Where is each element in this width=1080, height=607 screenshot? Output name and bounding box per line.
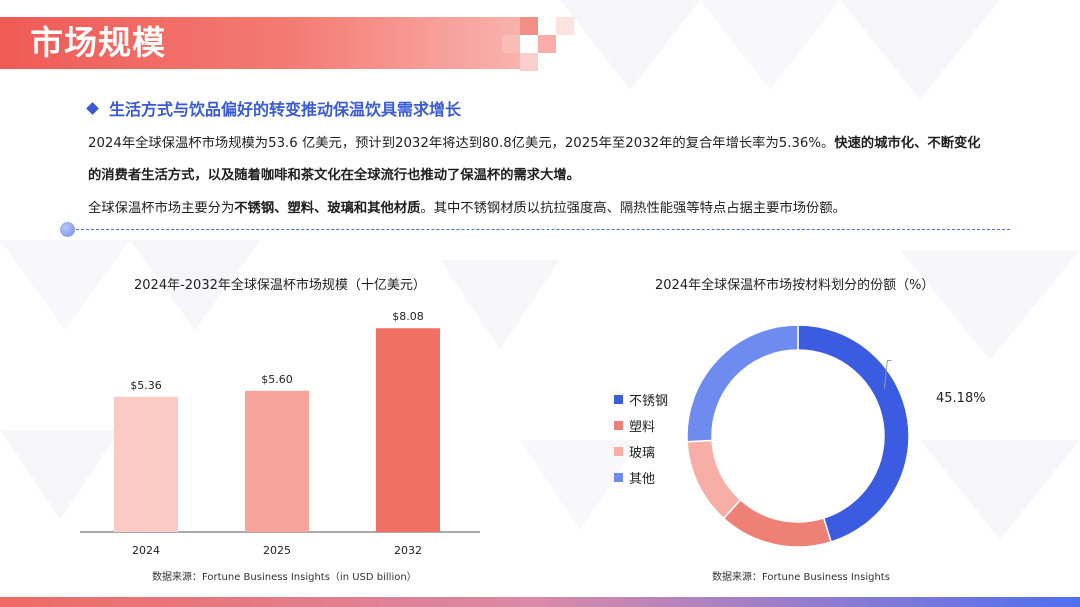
bar-2024: [114, 396, 178, 532]
x-tick-label: 2024: [132, 544, 160, 557]
para2-bold: 不锈钢、塑料、玻璃和其他材质: [234, 201, 421, 216]
legend-swatch: [614, 420, 623, 430]
bottom-gradient-bar: [0, 597, 1080, 607]
title-banner: [0, 17, 520, 69]
bar-chart-title: 2024年-2032年全球保温杯市场规模（十亿美元）: [134, 278, 426, 293]
para1-bold: 快速的城市化、不断变化: [834, 136, 981, 151]
legend-swatch: [614, 472, 623, 482]
paragraph-1-line-1: 2024年全球保温杯市场规模为53.6 亿美元，预计到2032年将达到80.8亿…: [88, 132, 981, 151]
donut-chart-title: 2024年全球保温杯市场按材料划分的份额（%）: [655, 278, 935, 293]
legend-item: 玻璃: [614, 438, 668, 464]
bar-value-label: $8.08: [392, 310, 424, 323]
legend-label: 塑料: [629, 419, 656, 435]
para1-bold-line2: 的消费者生活方式，以及随着咖啡和茶文化在全球流行也推动了保温杯的需求大增。: [88, 168, 580, 183]
para1-normal: 2024年全球保温杯市场规模为53.6 亿美元，预计到2032年将达到80.8亿…: [88, 136, 835, 151]
para2-post: 。其中不锈钢材质以抗拉强度高、隔热性能强等特点占据主要市场份额。: [420, 201, 846, 216]
paragraph-1-line-2: 的消费者生活方式，以及随着咖啡和茶文化在全球流行也推动了保温杯的需求大增。: [88, 164, 580, 183]
deco-square: [538, 35, 556, 53]
bar-chart: $5.36 2024 $5.60 2025 $8.08 2032: [80, 310, 480, 557]
legend-swatch: [614, 394, 623, 404]
legend-label: 玻璃: [629, 445, 656, 461]
bar-chart-source: 数据来源：Fortune Business Insights（in USD bi…: [152, 572, 417, 583]
bar-2032: [376, 328, 440, 532]
donut-chart: 45.18%: [686, 324, 986, 548]
annotation-leader-line: [883, 359, 892, 389]
bar-value-label: $5.36: [130, 379, 162, 392]
legend-swatch: [614, 446, 623, 456]
donut-slice-玻璃: [686, 439, 742, 520]
x-tick-label: 2025: [263, 544, 291, 557]
divider-dot-icon: [60, 222, 75, 237]
legend-label: 不锈钢: [629, 393, 669, 409]
bar-2025: [245, 390, 309, 532]
section-heading: 生活方式与饮品偏好的转变推动保温饮具需求增长: [86, 96, 462, 120]
heading-text: 生活方式与饮品偏好的转变推动保温饮具需求增长: [109, 100, 462, 119]
donut-chart-source: 数据来源：Fortune Business Insights: [712, 572, 890, 583]
legend-item: 塑料: [614, 412, 668, 438]
x-tick-label: 2032: [394, 544, 422, 557]
paragraph-2: 全球保温杯市场主要分为不锈钢、塑料、玻璃和其他材质。其中不锈钢材质以抗拉强度高、…: [88, 197, 846, 216]
deco-square: [520, 53, 538, 71]
legend-label: 其他: [629, 471, 656, 487]
donut-slice-不锈钢: [797, 324, 910, 543]
bar-value-label: $5.60: [261, 373, 293, 386]
donut-legend: 不锈钢 塑料 玻璃 其他: [614, 386, 668, 490]
legend-item: 其他: [614, 464, 668, 490]
donut-slice-其他: [686, 324, 799, 443]
diamond-bullet-icon: [86, 102, 99, 115]
deco-square: [556, 17, 574, 35]
deco-square: [502, 35, 520, 53]
para2-pre: 全球保温杯市场主要分为: [88, 201, 235, 216]
donut-slice-塑料: [722, 498, 833, 548]
page-title: 市场规模: [30, 23, 166, 62]
section-divider: [66, 229, 1010, 230]
legend-item: 不锈钢: [614, 386, 668, 412]
donut-annotation-label: 45.18%: [936, 391, 986, 406]
deco-square: [520, 17, 538, 35]
